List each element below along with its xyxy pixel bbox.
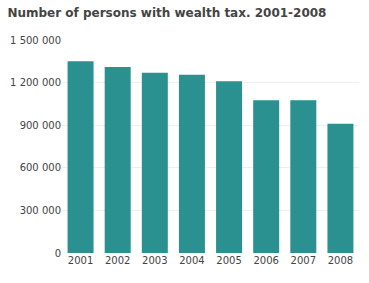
- svg-text:2006: 2006: [253, 255, 278, 266]
- svg-text:0: 0: [55, 248, 61, 259]
- svg-text:600 000: 600 000: [20, 162, 61, 173]
- svg-text:2005: 2005: [216, 255, 241, 266]
- svg-text:2007: 2007: [291, 255, 316, 266]
- svg-text:2002: 2002: [105, 255, 130, 266]
- svg-text:300 000: 300 000: [20, 205, 61, 216]
- svg-text:2008: 2008: [328, 255, 353, 266]
- svg-text:2003: 2003: [142, 255, 167, 266]
- svg-text:2001: 2001: [68, 255, 93, 266]
- svg-text:900 000: 900 000: [20, 120, 61, 131]
- svg-text:2004: 2004: [179, 255, 204, 266]
- svg-text:1 500 000: 1 500 000: [10, 35, 61, 46]
- svg-text:1 200 000: 1 200 000: [10, 77, 61, 88]
- svg-text:Number of persons with wealth: Number of persons with wealth tax. 2001-…: [7, 6, 326, 20]
